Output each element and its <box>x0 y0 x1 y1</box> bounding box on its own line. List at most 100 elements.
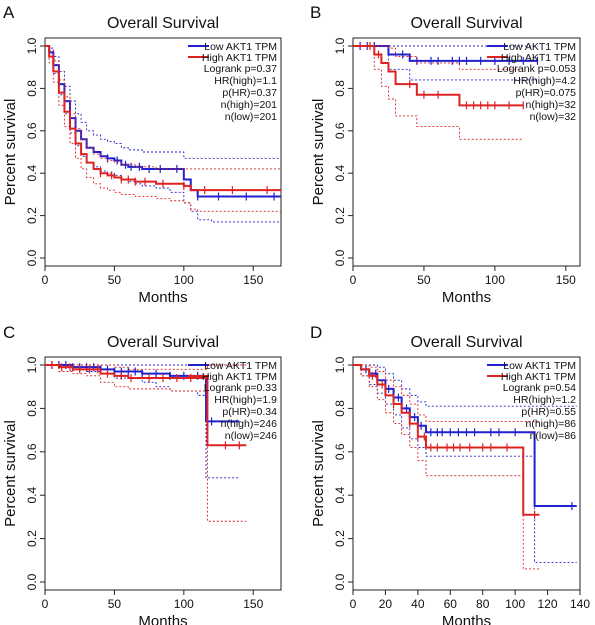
y-tick-label: 0.0 <box>25 573 39 590</box>
ci-upper-line <box>353 364 540 422</box>
plot-frame <box>352 37 581 267</box>
x-tick-label: 100 <box>505 597 525 611</box>
y-tick-label: 0.6 <box>25 122 39 139</box>
y-axis-label: Percent survival <box>2 99 19 206</box>
legend-label: High AKT1 TPM <box>501 52 576 64</box>
survival-curve <box>45 364 247 447</box>
legend-label: Low AKT1 TPM <box>204 41 277 53</box>
y-tick-label: 1.0 <box>25 37 39 54</box>
panel-d: D Overall Survival 0 20 40 60 80 100 120 140 0.0 0.… <box>310 323 590 625</box>
ci-lower-line <box>353 364 577 563</box>
x-tick-label: 60 <box>444 597 458 611</box>
survival-curve <box>353 45 538 62</box>
stat-annotation: n(high)=86 <box>526 418 577 430</box>
y-tick-label: 0.6 <box>25 443 39 460</box>
panel-letter: A <box>3 3 15 22</box>
y-tick-label: 1.0 <box>25 356 39 373</box>
plot-frame <box>44 356 282 591</box>
ci-upper-line <box>353 364 577 407</box>
legend-label: Low AKT1 TPM <box>204 360 277 372</box>
panel-a: A Overall Survival 0 50 100 150 0.0 0.2 0.4 0.6 0.… <box>2 3 282 306</box>
ci-lower-line <box>45 364 247 522</box>
x-tick-label: 50 <box>417 273 431 287</box>
ci-upper-line <box>353 45 524 70</box>
survival-curve <box>353 45 524 107</box>
x-tick-label: 150 <box>556 273 576 287</box>
stat-annotation: Logrank p=0.37 <box>204 63 277 75</box>
plot-frame <box>352 356 581 591</box>
stat-annotation: HR(high)=1.2 <box>513 394 576 406</box>
x-tick-label: 0 <box>42 273 49 287</box>
stat-annotation: p(HR)=0.34 <box>222 406 277 418</box>
stat-annotation: HR(high)=1.1 <box>214 75 277 87</box>
stat-annotation: n(low)=32 <box>530 111 577 123</box>
series-high <box>45 45 281 212</box>
chart-title: Overall Survival <box>107 334 219 351</box>
legend-label: Low AKT1 TPM <box>503 360 576 372</box>
y-tick-label: 0.4 <box>333 487 347 504</box>
y-tick-label: 0.0 <box>333 573 347 590</box>
series-high <box>353 42 524 140</box>
x-axis-label: Months <box>138 613 187 625</box>
x-tick-label: 50 <box>108 597 122 611</box>
x-tick-label: 20 <box>379 597 393 611</box>
x-tick-label: 50 <box>108 273 122 287</box>
panel-b: B Overall Survival 0 50 100 150 0.0 0.2 0.4 0.6 0.… <box>310 3 581 306</box>
panel-c: C Overall Survival 0 50 100 150 0.0 0.2 0.4 0.6 0.… <box>2 323 282 625</box>
y-axis-label: Percent survival <box>2 420 19 527</box>
panel-letter: C <box>3 323 15 342</box>
y-tick-label: 0.4 <box>25 487 39 504</box>
y-tick-label: 0.2 <box>25 207 39 224</box>
x-axis-label: Months <box>138 289 187 306</box>
stat-annotation: p(HR)=0.075 <box>516 87 577 99</box>
y-tick-label: 0.2 <box>333 530 347 547</box>
y-tick-label: 0.2 <box>333 207 347 224</box>
panel-letter: B <box>310 3 321 22</box>
x-tick-label: 150 <box>243 273 263 287</box>
stat-annotation: Logrank p=0.54 <box>503 382 576 394</box>
chart-title: Overall Survival <box>107 15 219 32</box>
stat-annotation: p(HR)=0.37 <box>222 87 277 99</box>
ci-upper-line <box>45 45 281 170</box>
y-tick-label: 0.8 <box>333 80 347 97</box>
y-tick-label: 0.8 <box>25 80 39 97</box>
y-tick-label: 0.4 <box>25 165 39 182</box>
y-tick-label: 0.8 <box>25 400 39 417</box>
stat-annotation: p(HR)=0.55 <box>521 406 576 418</box>
chart-title: Overall Survival <box>410 334 522 351</box>
stat-annotation: n(low)=201 <box>225 111 277 123</box>
x-tick-label: 0 <box>350 273 357 287</box>
x-tick-label: 140 <box>570 597 590 611</box>
ci-lower-line <box>353 45 524 140</box>
y-tick-label: 0.6 <box>333 443 347 460</box>
x-tick-label: 0 <box>42 597 49 611</box>
ci-upper-line <box>45 45 281 159</box>
x-axis-label: Months <box>442 289 491 306</box>
x-tick-label: 150 <box>243 597 263 611</box>
y-axis-label: Percent survival <box>310 99 327 206</box>
ci-lower-line <box>45 45 281 212</box>
y-axis-label: Percent survival <box>310 420 327 527</box>
stat-annotation: n(high)=246 <box>221 418 277 430</box>
x-tick-label: 80 <box>476 597 490 611</box>
stat-annotation: n(high)=201 <box>221 99 277 111</box>
y-tick-label: 0.2 <box>25 530 39 547</box>
stat-annotation: Logrank p=0.053 <box>497 63 576 75</box>
y-tick-label: 1.0 <box>333 37 347 54</box>
plot-frame <box>44 37 282 267</box>
panel-letter: D <box>310 323 322 342</box>
y-tick-label: 0.0 <box>25 249 39 266</box>
y-tick-label: 0.6 <box>333 122 347 139</box>
ci-lower-line <box>45 364 240 479</box>
legend-label: Low AKT1 TPM <box>503 41 576 53</box>
x-tick-label: 100 <box>485 273 505 287</box>
stat-annotation: n(low)=246 <box>225 430 277 442</box>
y-tick-label: 0.0 <box>333 249 347 266</box>
y-tick-label: 1.0 <box>333 356 347 373</box>
x-axis-label: Months <box>442 613 491 625</box>
